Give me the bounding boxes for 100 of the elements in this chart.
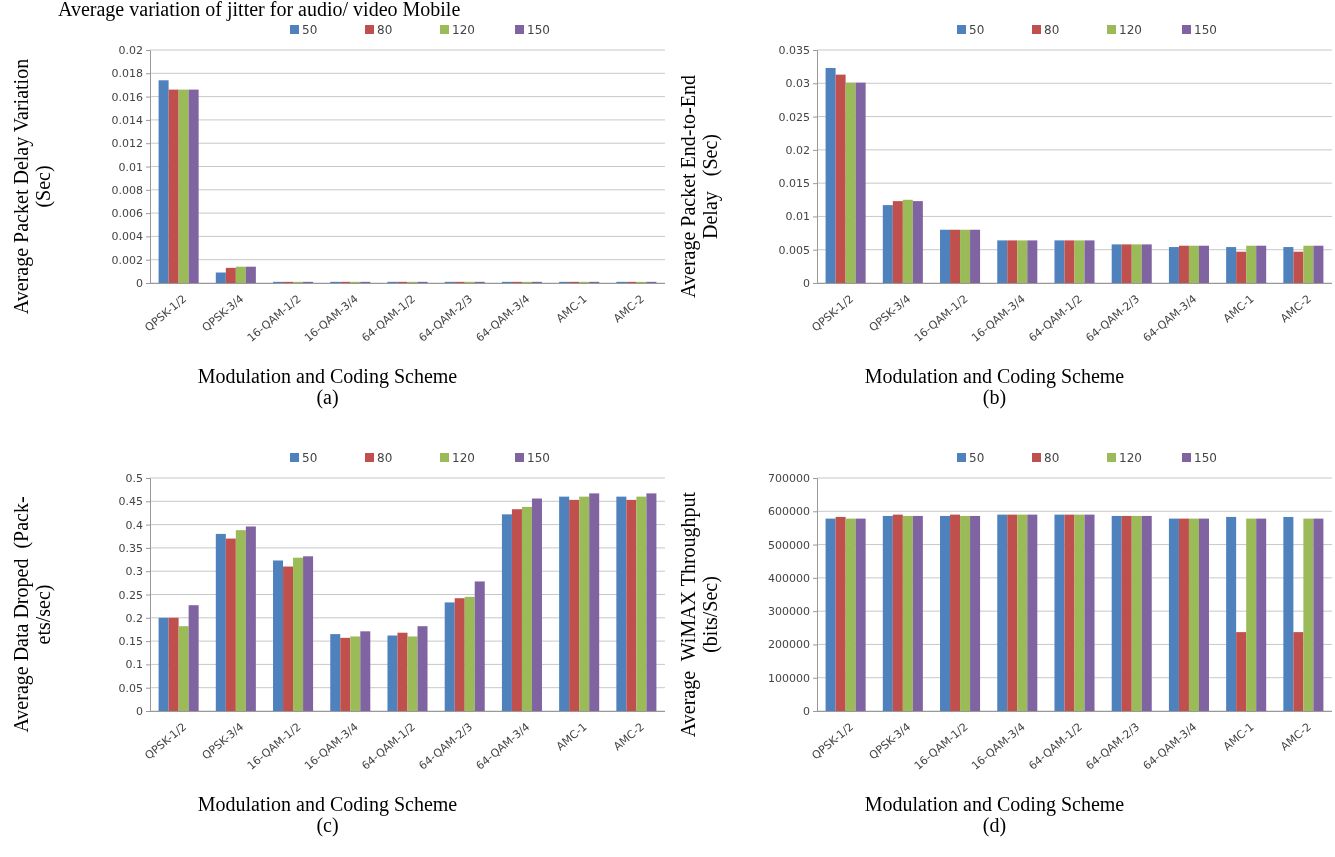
bar (892, 514, 903, 711)
bar (882, 515, 893, 711)
y-tick-label: 0.05 (118, 681, 143, 695)
y-axis-title: Average Data Droped (Pack- ets/sec) (10, 496, 55, 733)
bar (1168, 247, 1179, 283)
y-tick-label: 400000 (768, 571, 810, 585)
legend-label: 150 (527, 23, 550, 38)
y-axis-title: Average Packet End-to-End Delay (Sec) (677, 75, 722, 298)
y-tick-label: 0.03 (785, 77, 810, 91)
legend-label: 80 (377, 23, 393, 38)
chart-title: Average variation of jitter for audio/ video Mobile (58, 0, 461, 21)
bar (835, 516, 846, 711)
bar (521, 506, 532, 711)
bar (1188, 245, 1199, 283)
bar (215, 272, 226, 283)
legend-label: 120 (1119, 451, 1142, 466)
bar (158, 617, 169, 711)
text: (d) (982, 814, 1007, 837)
bar (636, 496, 647, 711)
bar (1246, 518, 1257, 711)
y-tick-label: 0.2 (125, 611, 143, 625)
x-axis-title: Modulation and Coding Scheme (864, 365, 1125, 388)
bar (1178, 518, 1189, 711)
bar (1303, 245, 1314, 283)
bar (178, 89, 189, 283)
bar (293, 557, 304, 711)
bar (1007, 240, 1018, 283)
bar (970, 229, 981, 283)
bar (1313, 245, 1324, 283)
bar (1293, 632, 1304, 711)
legend-label: 150 (1194, 23, 1217, 38)
y-tick-label: 0.012 (111, 137, 143, 151)
bar (1303, 518, 1314, 711)
legend-label: 50 (969, 23, 985, 38)
bar (950, 514, 961, 711)
y-tick-label: 0.5 (125, 472, 143, 486)
bar (235, 530, 246, 711)
y-tick-label: 0.02 (785, 143, 810, 157)
bar (1283, 516, 1294, 711)
bar (912, 201, 923, 283)
bar (1141, 515, 1152, 711)
y-tick-label: 0.005 (778, 243, 810, 257)
y-tick-label: 0.15 (118, 635, 143, 649)
bar (168, 617, 179, 711)
bar (902, 199, 913, 283)
bar (303, 556, 314, 711)
bar (360, 631, 371, 711)
bar (1027, 514, 1038, 711)
bar (912, 515, 923, 711)
bar (616, 496, 627, 711)
bar (1017, 514, 1028, 711)
legend-label: 150 (527, 451, 550, 466)
bar (188, 89, 199, 283)
y-tick-label: 0 (136, 277, 143, 291)
y-tick-label: 0.1 (125, 658, 143, 672)
bar (902, 515, 913, 711)
bar (1283, 247, 1294, 283)
y-tick-label: 0.004 (111, 230, 143, 244)
y-tick-label: 0.002 (111, 253, 143, 267)
y-tick-label: 0.018 (111, 67, 143, 81)
y-tick-label: 700000 (768, 472, 810, 486)
bar (569, 499, 580, 711)
bar (855, 518, 866, 711)
bar (407, 636, 418, 711)
y-tick-label: 0.006 (111, 207, 143, 221)
y-tick-label: 0.01 (118, 160, 143, 174)
bar (350, 636, 361, 711)
y-tick-label: 0.015 (778, 177, 810, 191)
y-tick-label: 0.008 (111, 183, 143, 197)
bar (1168, 518, 1179, 711)
legend-label: 120 (452, 23, 475, 38)
bar (1027, 240, 1038, 283)
bar (559, 496, 570, 711)
text: (a) (316, 386, 339, 409)
bar (1246, 245, 1257, 283)
bar (464, 596, 475, 711)
bar (626, 499, 637, 711)
bar (825, 67, 836, 283)
bar (1178, 245, 1189, 283)
legend-label: 50 (969, 451, 985, 466)
bar (283, 566, 294, 711)
y-tick-label: 0.3 (125, 565, 143, 579)
y-tick-label: 0.45 (118, 495, 143, 509)
y-tick-label: 0.35 (118, 541, 143, 555)
bar (1313, 518, 1324, 711)
y-tick-label: 0.02 (118, 44, 143, 58)
legend-label: 120 (452, 451, 475, 466)
bar (158, 80, 169, 283)
bar (970, 515, 981, 711)
bar (940, 229, 951, 283)
bar (1141, 244, 1152, 283)
y-tick-label: 0 (803, 705, 810, 719)
bar (997, 240, 1008, 283)
bar (474, 581, 485, 711)
bar (855, 82, 866, 283)
y-tick-label: 200000 (768, 638, 810, 652)
legend-label: 120 (1119, 23, 1142, 38)
bar (950, 229, 961, 283)
bar (168, 89, 179, 283)
bar (273, 560, 284, 711)
